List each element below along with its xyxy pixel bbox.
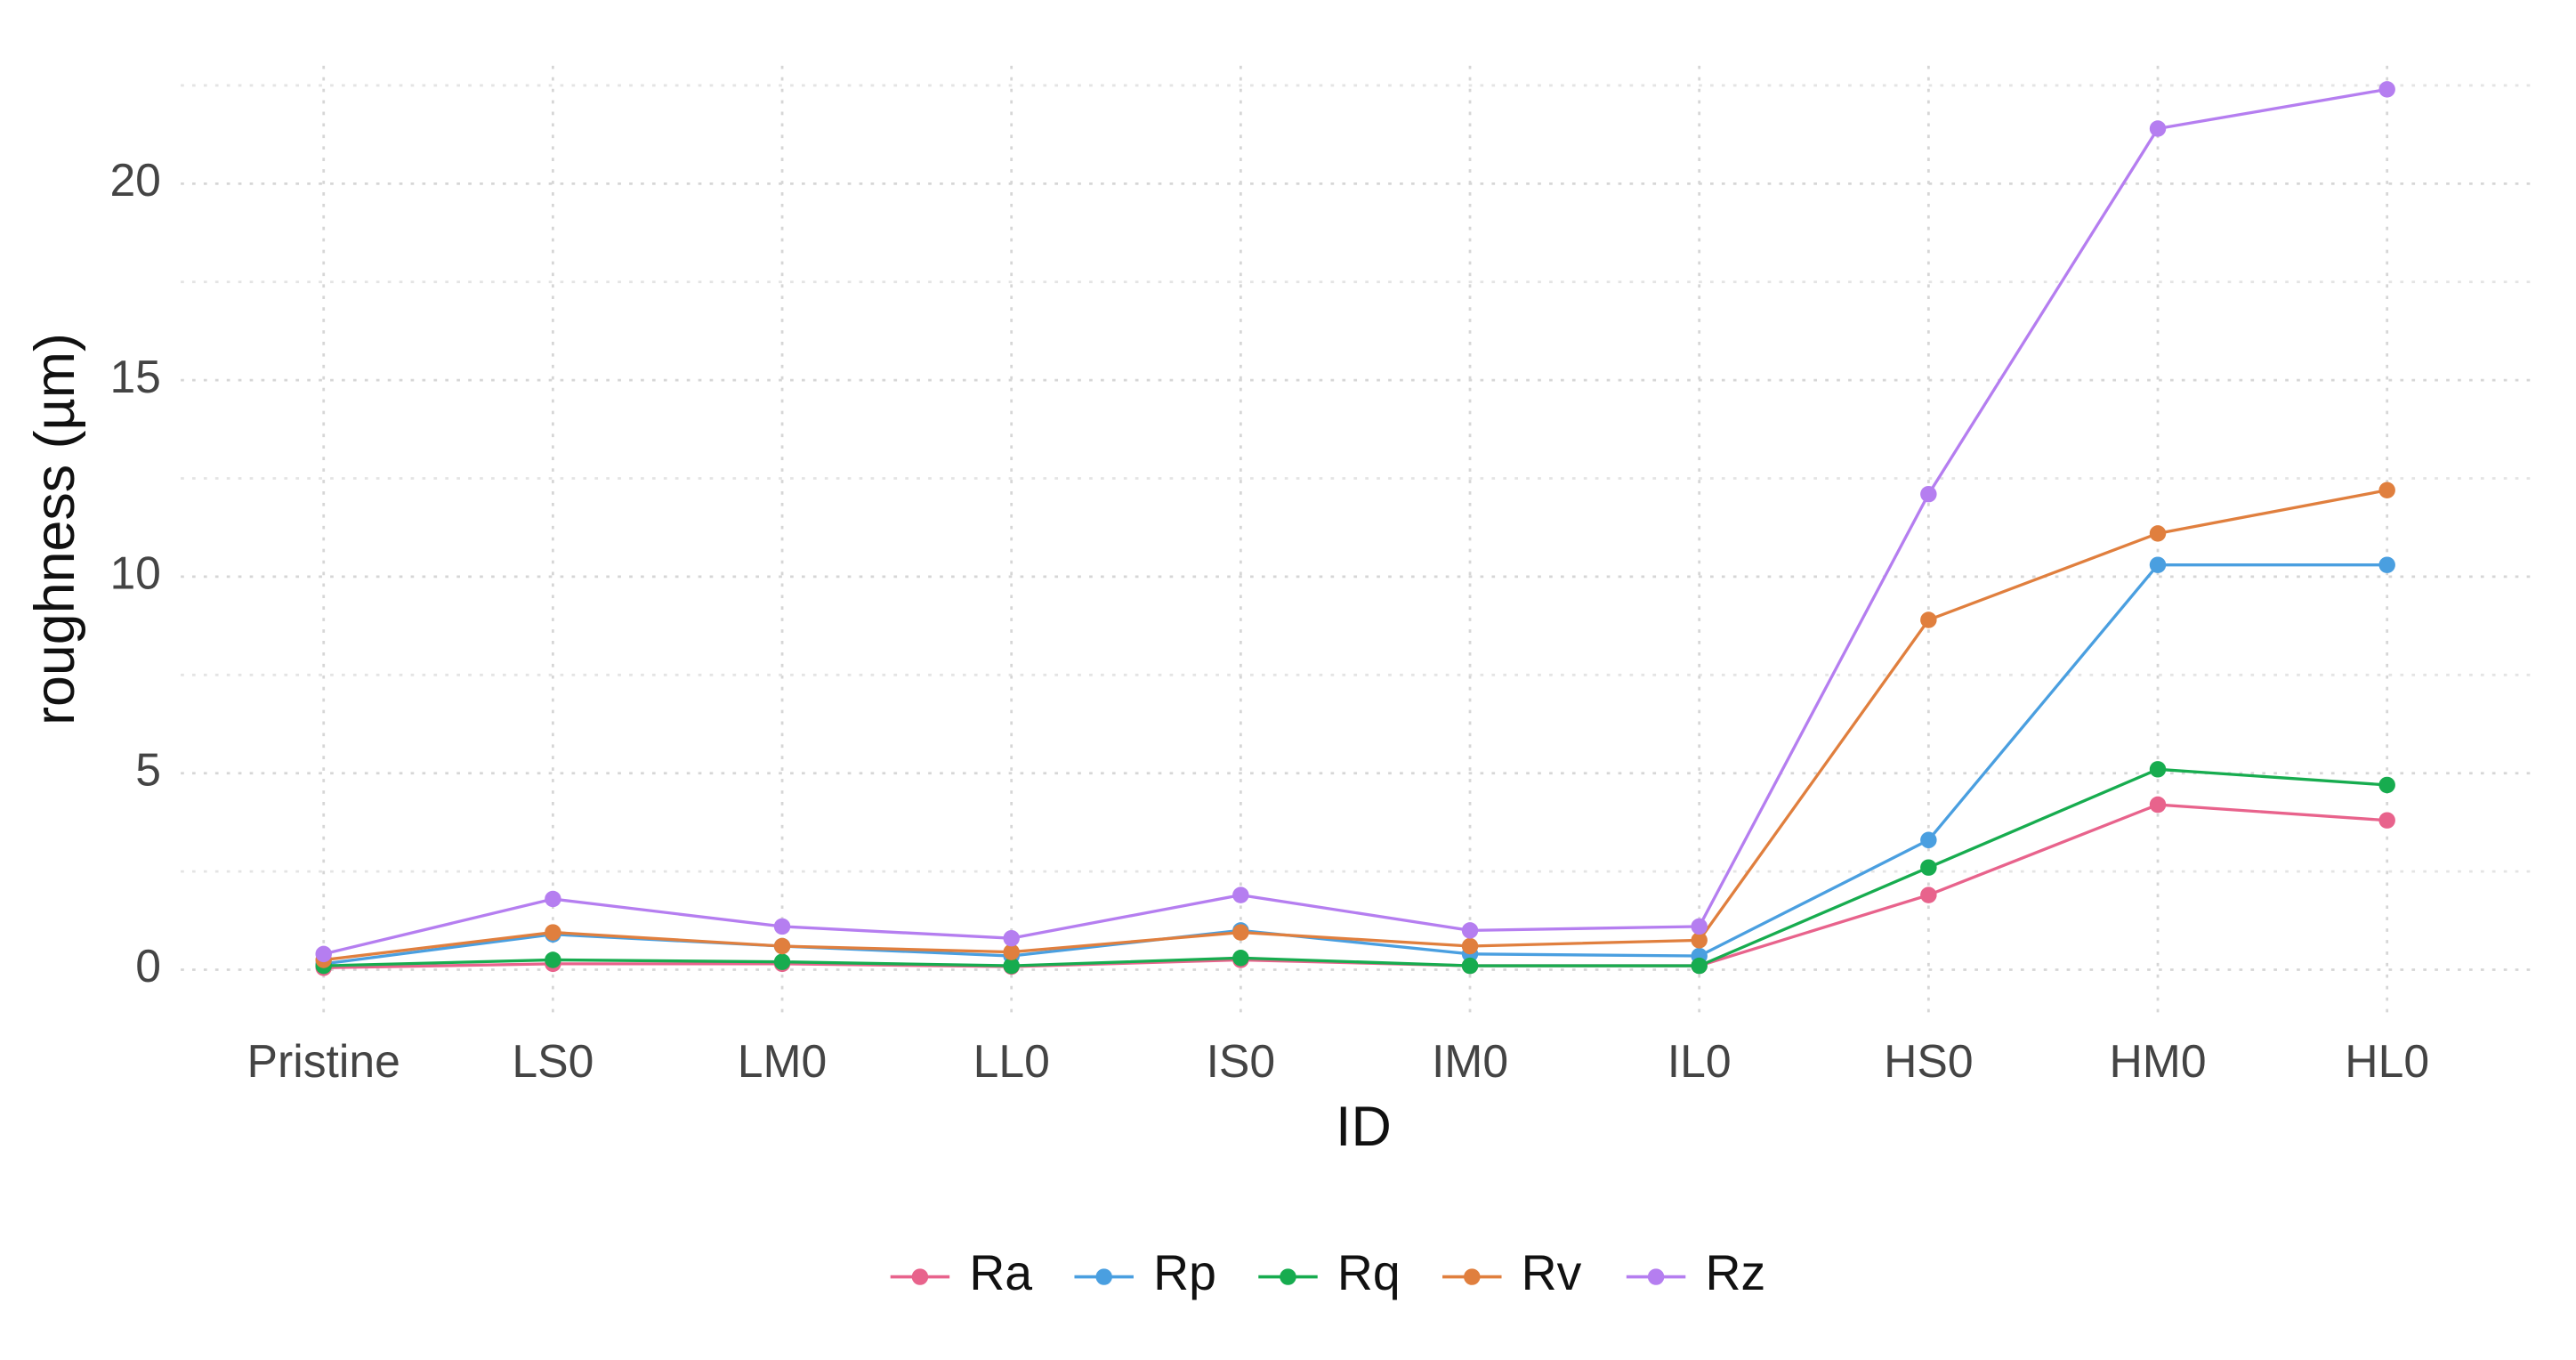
point (1920, 485, 1937, 503)
x-tick-label: HM0 (2109, 1035, 2206, 1087)
point (1232, 950, 1249, 967)
point (1461, 937, 1479, 955)
legend-label: Rp (1153, 1245, 1216, 1300)
point (1003, 929, 1020, 947)
x-tick-label: IL0 (1668, 1035, 1732, 1087)
y-tick-label: 10 (109, 547, 160, 599)
point (2378, 81, 2395, 98)
point (1691, 957, 1708, 975)
point (315, 945, 332, 963)
series-line (323, 489, 2387, 962)
point (1003, 943, 1020, 960)
legend-key (911, 1268, 929, 1285)
point (1920, 886, 1937, 903)
legend-key (1464, 1268, 1481, 1285)
point (545, 924, 561, 941)
point (2149, 761, 2167, 778)
legend-label: Rv (1522, 1245, 1582, 1300)
point (1691, 918, 1708, 935)
x-tick-label: HL0 (2345, 1035, 2429, 1087)
point (2378, 776, 2395, 794)
y-tick-label: 5 (135, 743, 161, 795)
point (773, 953, 791, 970)
y-tick-label: 20 (109, 154, 160, 206)
x-tick-label: LM0 (738, 1035, 828, 1087)
point (2149, 525, 2167, 542)
point (1232, 886, 1249, 903)
point (1232, 924, 1249, 941)
point (1920, 611, 1937, 628)
x-tick-label: IM0 (1432, 1035, 1508, 1087)
point (545, 890, 561, 908)
legend-key (1647, 1268, 1665, 1285)
x-tick-label: HS0 (1884, 1035, 1974, 1087)
point (2149, 796, 2167, 814)
point (1691, 932, 1708, 949)
y-axis-label: roughness (µm) (24, 333, 86, 725)
point (1461, 922, 1479, 939)
point (2149, 556, 2167, 573)
legend-label: Rz (1705, 1245, 1765, 1300)
legend-key (1095, 1268, 1112, 1285)
x-tick-label: IS0 (1207, 1035, 1276, 1087)
point (2378, 482, 2395, 499)
legend-key (1280, 1268, 1296, 1285)
x-tick-label: Pristine (247, 1035, 400, 1087)
x-tick-label: LS0 (512, 1035, 594, 1087)
point (1920, 831, 1937, 849)
series-line (323, 87, 2387, 956)
point (2378, 812, 2395, 829)
point (545, 951, 561, 968)
legend-label: Rq (1337, 1245, 1401, 1300)
point (1461, 957, 1479, 975)
y-tick-label: 0 (135, 940, 161, 992)
point (1920, 859, 1937, 876)
point (773, 918, 791, 935)
point (773, 937, 791, 955)
legend-label: Ra (969, 1245, 1032, 1300)
series-line (323, 767, 2387, 967)
point (2149, 120, 2167, 137)
x-tick-label: LL0 (973, 1035, 1050, 1087)
series-line (323, 563, 2387, 966)
point (2378, 556, 2395, 573)
y-tick-label: 15 (109, 351, 160, 402)
x-axis-label: ID (1336, 1096, 1392, 1158)
point (1003, 957, 1020, 975)
